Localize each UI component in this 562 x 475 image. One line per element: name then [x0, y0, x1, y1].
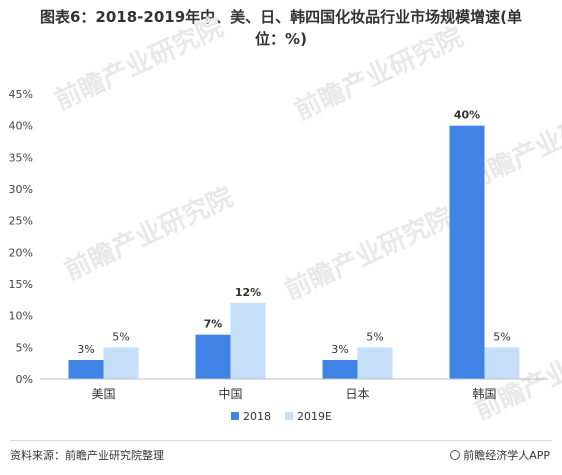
legend-label: 2019E: [297, 410, 332, 423]
x-tick-label: 中国: [218, 386, 242, 401]
bar-2018-1: [195, 334, 231, 379]
x-tick-label: 日本: [345, 387, 369, 401]
chart-title-line-2: 位：%): [255, 30, 307, 48]
y-tick-label: 10%: [9, 310, 33, 323]
bar-2019E-3: [484, 347, 520, 379]
y-tick-label: 0%: [16, 373, 33, 386]
y-tick-label: 25%: [9, 215, 33, 228]
data-label: 5%: [493, 330, 510, 343]
x-tick-label: 美国: [91, 387, 115, 401]
y-tick-label: 20%: [9, 246, 33, 259]
x-tick-label: 韩国: [472, 386, 496, 401]
y-tick-label: 45%: [9, 88, 33, 101]
legend-swatch-2019E: [285, 412, 293, 420]
data-label: 7%: [204, 318, 223, 331]
legend-label: 2018: [243, 410, 271, 423]
bar-chart: 前瞻产业研究院前瞻产业研究院前瞻产业研究院前瞻产业研究院前瞻产业研究院前瞻产业研…: [9, 11, 562, 426]
footer-brand: 前瞻经济学人APP: [450, 447, 550, 463]
watermark-text: 前瞻产业研究院: [60, 181, 238, 286]
y-tick-label: 30%: [9, 183, 33, 196]
qianzhan-logo-icon: [450, 450, 461, 460]
footer-divider: [10, 440, 552, 441]
x-axis: 美国 中国 日本 韩国: [40, 378, 548, 401]
data-label: 5%: [112, 330, 129, 343]
legend: 2018 2019E: [231, 410, 332, 423]
chart-title: 图表6：2018-2019年中、美、日、韩四国化妆品行业市场规模增速(单 位：%…: [0, 6, 562, 50]
chart-title-line-1: 图表6：2018-2019年中、美、日、韩四国化妆品行业市场规模增速(单: [39, 8, 523, 26]
y-tick-label: 40%: [9, 120, 33, 133]
data-label: 3%: [331, 343, 348, 356]
bars: 3% 5% 7% 12% 3% 5% 40% 5%: [68, 109, 520, 380]
data-label: 40%: [454, 109, 480, 122]
y-tick-label: 35%: [9, 151, 33, 164]
bar-2018-2: [322, 360, 358, 379]
legend-swatch-2018: [231, 412, 239, 420]
y-tick-label: 15%: [9, 278, 33, 291]
watermark-text: 前瞻产业研究院: [50, 11, 228, 116]
data-label: 3%: [77, 343, 94, 356]
bar-2018-3: [449, 125, 485, 380]
bar-2019E-2: [357, 347, 393, 379]
data-label: 5%: [366, 330, 383, 343]
footer-brand-label: 前瞻经济学人APP: [463, 449, 550, 462]
bar-2018-0: [68, 360, 104, 379]
y-tick-label: 5%: [16, 341, 33, 354]
footer-source: 资料来源：前瞻产业研究院整理: [10, 449, 164, 462]
watermark-text: 前瞻产业研究院: [280, 201, 458, 306]
bar-2019E-1: [230, 303, 266, 379]
watermark-text: 前瞻产业研究院: [290, 21, 468, 126]
y-axis: 0% 5% 10% 15% 20% 25% 30% 35% 40% 45%: [9, 88, 33, 386]
bar-2019E-0: [103, 347, 139, 379]
data-label: 12%: [235, 286, 261, 299]
